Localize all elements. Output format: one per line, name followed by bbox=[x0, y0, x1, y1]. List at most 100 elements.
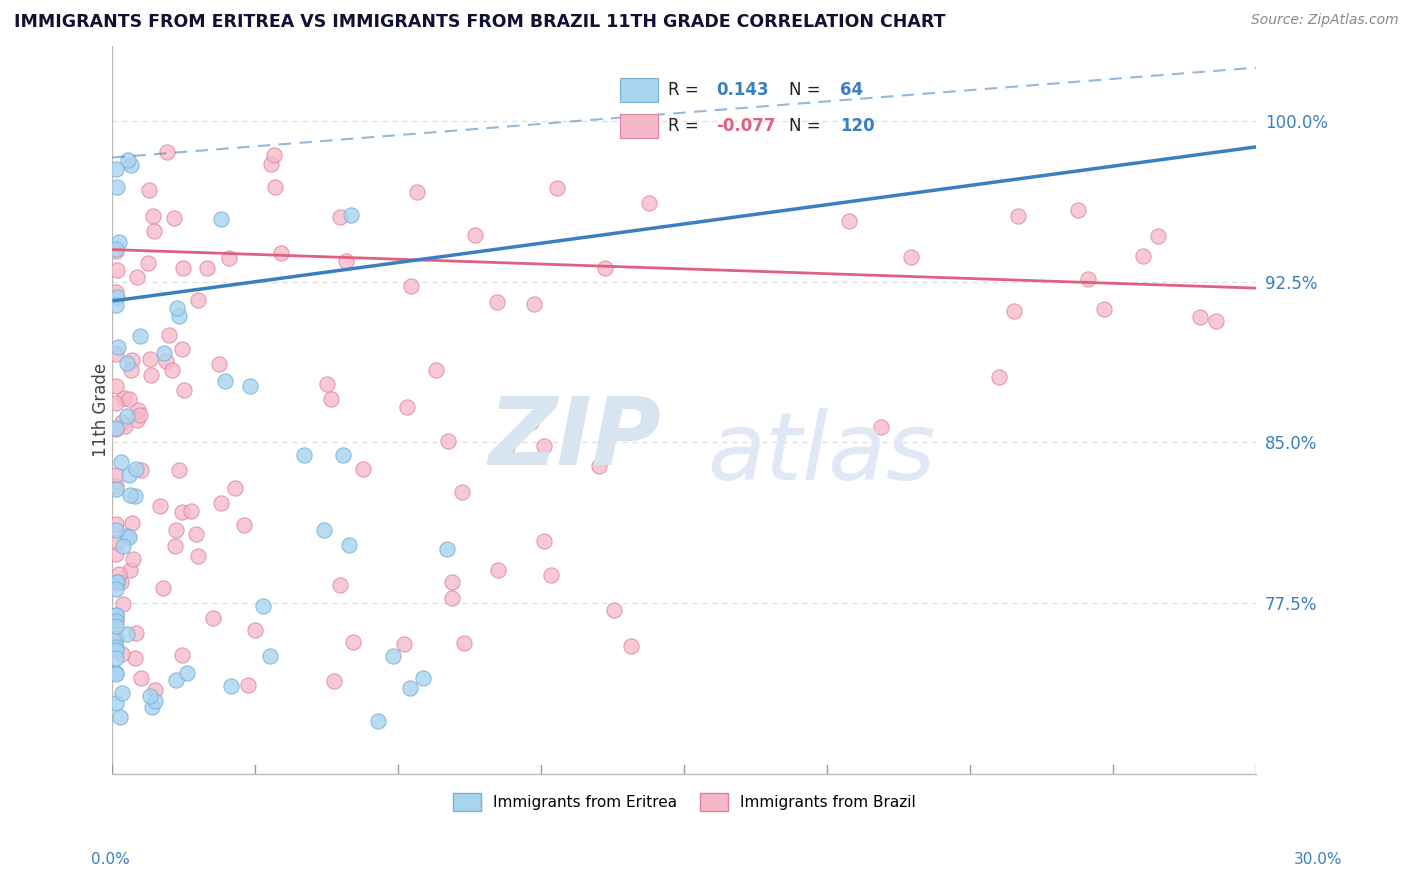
Point bbox=[105, 640, 128, 655]
Point bbox=[125, 462, 148, 476]
Point bbox=[533, 534, 555, 549]
Point bbox=[398, 681, 420, 696]
Point bbox=[399, 278, 422, 293]
Point bbox=[105, 468, 128, 483]
Point bbox=[143, 693, 166, 707]
Point bbox=[342, 635, 364, 649]
Point bbox=[105, 347, 128, 361]
Point bbox=[124, 489, 146, 503]
Point bbox=[392, 637, 415, 651]
Point bbox=[149, 500, 172, 514]
Point bbox=[138, 183, 160, 197]
Point bbox=[167, 309, 190, 323]
Point bbox=[105, 667, 128, 681]
Point bbox=[105, 290, 128, 304]
Point bbox=[118, 468, 141, 483]
Point bbox=[546, 181, 568, 195]
Point bbox=[221, 679, 243, 693]
Point bbox=[329, 210, 352, 224]
Point bbox=[120, 158, 142, 172]
Point bbox=[202, 611, 225, 625]
Point bbox=[105, 697, 128, 711]
Point bbox=[105, 607, 128, 622]
Point bbox=[155, 354, 177, 368]
Point bbox=[1205, 313, 1227, 327]
Point bbox=[329, 578, 352, 592]
Point bbox=[141, 700, 163, 714]
Point bbox=[870, 420, 893, 434]
Point bbox=[485, 295, 508, 310]
Point bbox=[1007, 210, 1029, 224]
Point bbox=[115, 529, 138, 543]
Point bbox=[105, 478, 128, 492]
Point bbox=[105, 547, 128, 561]
Point bbox=[335, 253, 357, 268]
Point bbox=[105, 632, 128, 646]
Point bbox=[412, 671, 434, 685]
Point bbox=[214, 374, 236, 388]
Point bbox=[121, 516, 143, 531]
Point bbox=[111, 647, 134, 661]
Point bbox=[105, 575, 128, 590]
Point bbox=[533, 439, 555, 453]
Point bbox=[111, 598, 134, 612]
Point bbox=[332, 449, 354, 463]
Point bbox=[110, 575, 132, 590]
Point bbox=[340, 208, 363, 222]
Point bbox=[236, 678, 259, 692]
Point bbox=[121, 353, 143, 368]
Point bbox=[486, 563, 509, 577]
Point bbox=[620, 639, 643, 653]
Point bbox=[1092, 301, 1115, 316]
Point bbox=[264, 180, 287, 194]
Point bbox=[337, 538, 360, 552]
Point bbox=[125, 413, 148, 427]
Point bbox=[105, 665, 128, 680]
Point bbox=[1077, 271, 1099, 285]
Point bbox=[127, 403, 149, 417]
Point bbox=[1189, 310, 1212, 325]
Point bbox=[453, 636, 475, 650]
Point bbox=[838, 214, 860, 228]
Point bbox=[138, 351, 160, 366]
Point bbox=[105, 244, 128, 258]
Point bbox=[195, 261, 218, 276]
Point bbox=[105, 582, 128, 596]
Text: Source: ZipAtlas.com: Source: ZipAtlas.com bbox=[1251, 13, 1399, 28]
Point bbox=[437, 434, 460, 449]
Point bbox=[170, 343, 193, 357]
Point bbox=[172, 260, 194, 275]
Point bbox=[172, 505, 194, 519]
Point bbox=[395, 400, 418, 414]
Point bbox=[105, 631, 128, 645]
Point bbox=[110, 710, 132, 724]
Point bbox=[987, 369, 1010, 384]
Point bbox=[152, 346, 174, 360]
Point bbox=[425, 363, 447, 377]
Point bbox=[110, 415, 132, 429]
Point bbox=[105, 179, 128, 194]
Point bbox=[105, 516, 128, 531]
Point bbox=[260, 157, 283, 171]
Point bbox=[167, 462, 190, 476]
Point bbox=[105, 614, 128, 628]
Point bbox=[900, 250, 922, 264]
Point bbox=[252, 599, 274, 613]
Point bbox=[112, 391, 135, 405]
Point bbox=[209, 211, 232, 226]
Point bbox=[136, 256, 159, 270]
Point bbox=[292, 448, 315, 462]
Point bbox=[143, 683, 166, 698]
Point bbox=[117, 153, 139, 167]
Point bbox=[105, 422, 128, 436]
Point bbox=[588, 459, 610, 474]
Point bbox=[316, 377, 339, 392]
Point bbox=[152, 581, 174, 595]
Point bbox=[232, 517, 254, 532]
Point bbox=[105, 619, 128, 633]
Point bbox=[166, 301, 188, 315]
Point bbox=[124, 651, 146, 665]
Point bbox=[107, 340, 129, 354]
Point bbox=[120, 363, 142, 377]
Point bbox=[115, 356, 138, 370]
